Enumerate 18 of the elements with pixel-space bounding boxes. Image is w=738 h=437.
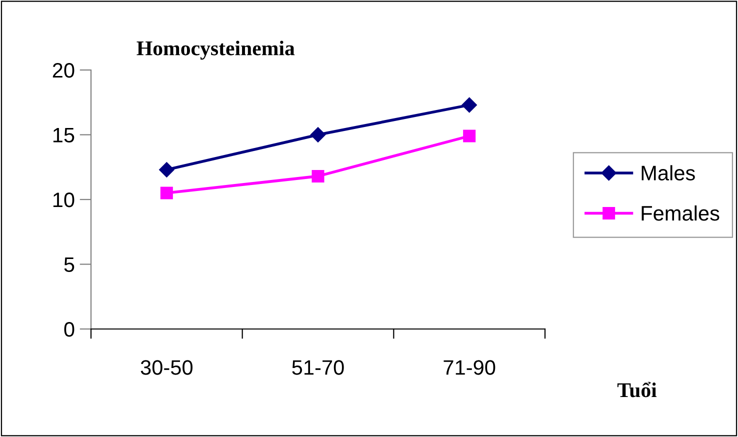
point (462, 97, 477, 113)
chart-title: Homocysteinemia (136, 40, 295, 60)
point (310, 127, 326, 142)
x-tick-label: 30-50 (140, 360, 192, 375)
y-tick-label: 20 (52, 63, 74, 78)
x-tick-label: 71-90 (444, 360, 496, 375)
x-axis-title: Tuổi (617, 382, 657, 398)
legend-label: Females (642, 205, 720, 221)
point (159, 162, 174, 178)
point (312, 170, 324, 182)
y-tick-label: 0 (64, 322, 74, 337)
y-tick-label: 15 (53, 128, 74, 143)
x-tick-label: 51-70 (292, 360, 344, 375)
y-tick-label: 5 (64, 257, 74, 272)
point (160, 186, 173, 200)
y-tick-label: 10 (53, 192, 74, 208)
legend-label: Males (642, 165, 695, 180)
point (463, 130, 476, 142)
